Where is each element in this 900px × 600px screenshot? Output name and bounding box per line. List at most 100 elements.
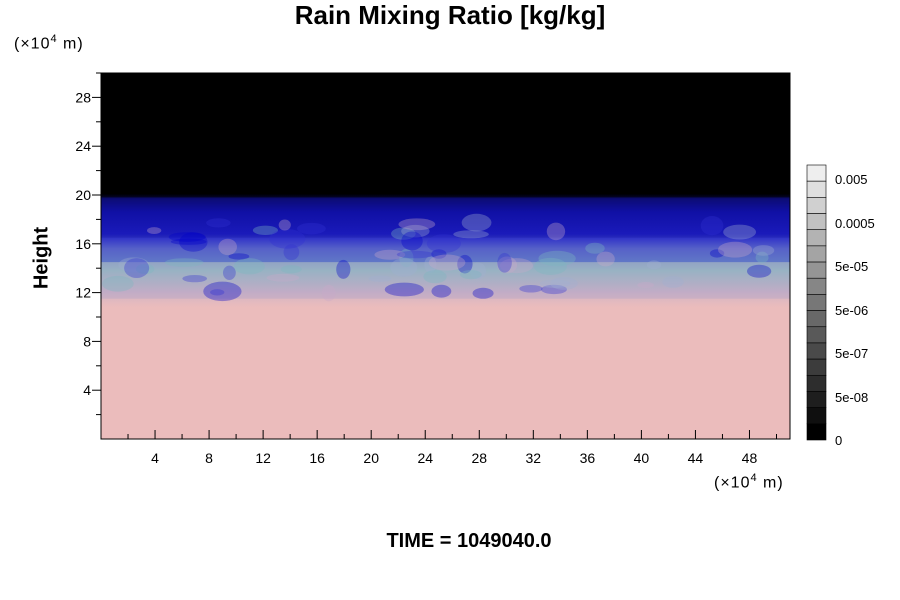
mixing-wisp <box>118 257 150 273</box>
colorbar-swatch <box>806 164 827 182</box>
y-tick-label: 24 <box>75 138 91 154</box>
colorbar: 0.005 0.0005 5e-05 5e-06 5e-07 5e-08 0 <box>806 164 875 448</box>
y-tick-label: 28 <box>75 89 91 105</box>
mixing-wisp <box>461 213 492 232</box>
mixing-wisp <box>164 258 204 267</box>
mixing-wisp <box>280 265 302 274</box>
x-tick-label: 24 <box>417 450 433 466</box>
mixing-wisp <box>182 275 208 283</box>
mixing-wisp <box>206 218 231 228</box>
y-tick-label: 12 <box>75 285 91 301</box>
mixing-wisp <box>540 284 567 295</box>
colorbar-label: 0.005 <box>835 172 868 187</box>
mixing-wisp <box>585 242 605 254</box>
mixing-wisp <box>538 250 576 267</box>
colorbar-swatch <box>806 197 827 214</box>
mixing-wisp <box>426 234 461 253</box>
mixing-wisp <box>228 253 250 260</box>
mixing-wisp <box>374 249 406 260</box>
mixing-wisp <box>384 282 424 297</box>
colorbar-label: 5e-05 <box>835 259 868 274</box>
plot-border <box>100 72 791 440</box>
mixing-wisp <box>252 225 279 235</box>
x-axis-unit: (×104 m) <box>714 472 784 492</box>
plot-frame <box>100 72 791 440</box>
mixing-wisp <box>431 284 452 298</box>
field-band-0 <box>101 298 790 439</box>
mixing-wisp <box>399 248 414 268</box>
mixing-wisp <box>147 227 162 235</box>
mixing-wisp <box>396 250 434 259</box>
mixing-wisp <box>546 222 566 241</box>
colorbar-swatch <box>806 310 827 328</box>
colorbar-swatch <box>806 229 827 247</box>
mixing-wisp <box>398 218 436 231</box>
mixing-wisp <box>646 260 662 270</box>
mixing-wisp <box>755 251 769 264</box>
x-tick-label: 40 <box>634 450 650 466</box>
colorbar-swatch <box>806 407 827 425</box>
mixing-wisp <box>179 232 208 252</box>
mixing-wisp <box>428 254 466 271</box>
x-axis: 4 8 12 16 20 24 28 32 36 40 44 48 <box>127 430 777 466</box>
colorbar-swatch <box>806 423 827 441</box>
time-label: TIME = 1049040.0 <box>386 530 552 552</box>
colorbar-swatch <box>806 358 827 376</box>
mixing-wisp <box>266 273 300 282</box>
colorbar-swatch <box>806 180 827 198</box>
mixing-wisp <box>723 224 757 240</box>
mixing-wisp <box>423 270 447 284</box>
mixing-wisp <box>499 258 534 274</box>
mixing-wisp <box>718 241 753 258</box>
mixing-wisp <box>539 279 571 288</box>
mixing-wisp <box>700 216 724 236</box>
field-band-4 <box>101 73 790 198</box>
mixing-wisp <box>550 277 578 290</box>
colorbar-swatch <box>806 294 827 311</box>
mixing-wisp <box>431 249 447 259</box>
x-tick-label: 48 <box>742 450 758 466</box>
colorbar-swatch <box>806 245 827 263</box>
x-tick-label: 16 <box>309 450 325 466</box>
colorbar-label: 5e-06 <box>835 303 868 318</box>
mixing-wisp <box>233 258 265 275</box>
x-tick-label: 36 <box>580 450 596 466</box>
mixing-wisp <box>283 244 300 261</box>
x-tick-label: 28 <box>471 450 487 466</box>
x-tick-label: 32 <box>526 450 542 466</box>
mixing-wisp <box>218 238 237 256</box>
mixing-wisp <box>497 256 518 274</box>
x-tick-label: 20 <box>363 450 379 466</box>
field-band-1 <box>101 262 790 299</box>
mixing-wisp <box>124 258 150 278</box>
y-tick-label: 16 <box>75 236 91 252</box>
field-gradient <box>101 73 790 439</box>
mixing-wisp <box>391 227 416 240</box>
mixing-wisp <box>222 265 236 280</box>
mixing-wisp <box>457 254 473 274</box>
mixing-wisp <box>752 245 775 256</box>
colorbar-label: 0.0005 <box>835 216 875 231</box>
x-tick-label: 8 <box>205 450 213 466</box>
chart-title: Rain Mixing Ratio [kg/kg] <box>294 0 606 30</box>
mixing-wisp <box>336 259 351 279</box>
mixing-wisp <box>278 219 291 231</box>
mixing-wisp <box>469 262 487 280</box>
mixing-wisp <box>401 224 430 238</box>
mixing-wisp <box>401 231 423 251</box>
field-band-2 <box>101 237 790 263</box>
mixing-wisp <box>746 264 772 278</box>
mixing-wisp <box>203 281 242 302</box>
colorbar-swatch <box>806 326 827 344</box>
mixing-wisp <box>709 249 725 258</box>
colorbar-label: 0 <box>835 433 842 448</box>
mixing-wisp <box>662 276 684 288</box>
colorbar-swatch <box>806 277 827 295</box>
y-axis: 4 8 12 16 20 24 28 <box>75 72 101 416</box>
x-tick-label: 4 <box>151 450 159 466</box>
mixing-wisp <box>168 232 206 242</box>
mixing-wisp <box>637 282 654 289</box>
data-field <box>101 73 790 439</box>
colorbar-swatch <box>806 391 827 408</box>
